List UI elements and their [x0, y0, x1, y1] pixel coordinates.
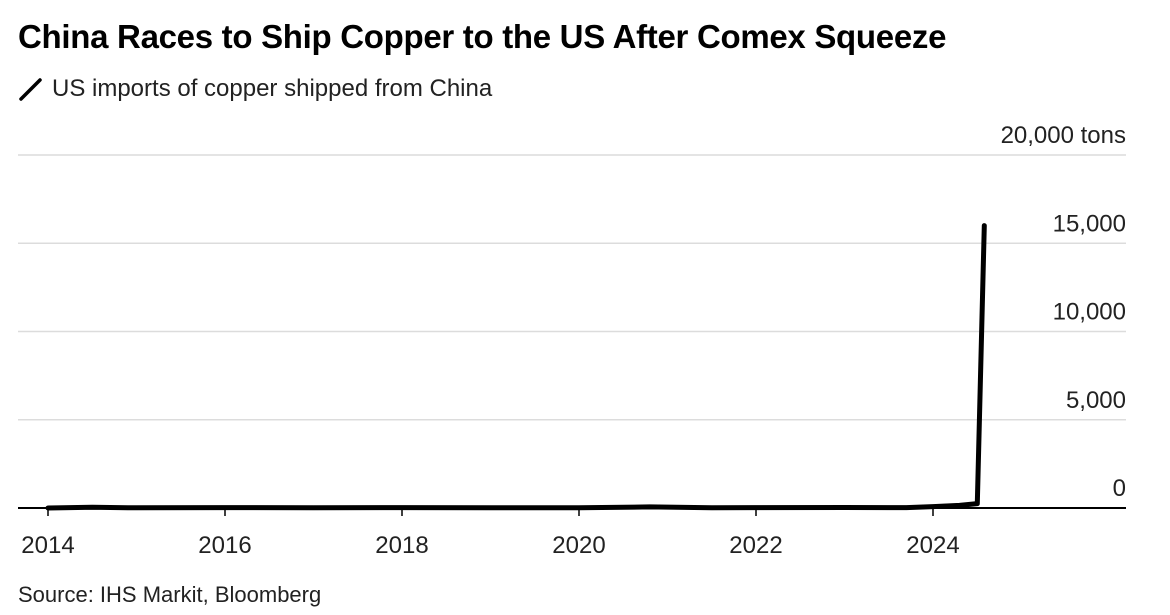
x-tick-label-2014: 2014 — [21, 532, 74, 559]
y-tick-label-0: 0 — [1113, 475, 1126, 502]
y-tick-label-15000: 15,000 — [1053, 210, 1126, 237]
x-tick-label-2018: 2018 — [375, 532, 428, 559]
series-layer — [45, 223, 987, 511]
legend-label: US imports of copper shipped from China — [52, 75, 493, 102]
x-tick-label-2016: 2016 — [198, 532, 251, 559]
y-tick-label-10000: 10,000 — [1053, 299, 1126, 326]
x-tick-label-2024: 2024 — [906, 532, 959, 559]
y-tick-label-20000: 20,000 tons — [1001, 122, 1126, 149]
source-note: Source: IHS Markit, Bloomberg — [18, 582, 322, 607]
chart-title: China Races to Ship Copper to the US Aft… — [18, 18, 947, 55]
y-axis-tick-labels: 0 5,000 10,000 15,000 20,000 tons — [1001, 122, 1126, 502]
y-tick-label-5000: 5,000 — [1066, 387, 1126, 414]
legend-line-icon — [19, 78, 42, 101]
x-axis-ticks: 2014 2016 2018 2020 2022 2024 — [18, 507, 1126, 559]
gridlines — [18, 154, 1126, 421]
series-line-0 — [45, 223, 987, 511]
x-tick-label-2022: 2022 — [729, 532, 782, 559]
x-tick-label-2020: 2020 — [552, 532, 605, 559]
legend: US imports of copper shipped from China — [18, 74, 492, 104]
